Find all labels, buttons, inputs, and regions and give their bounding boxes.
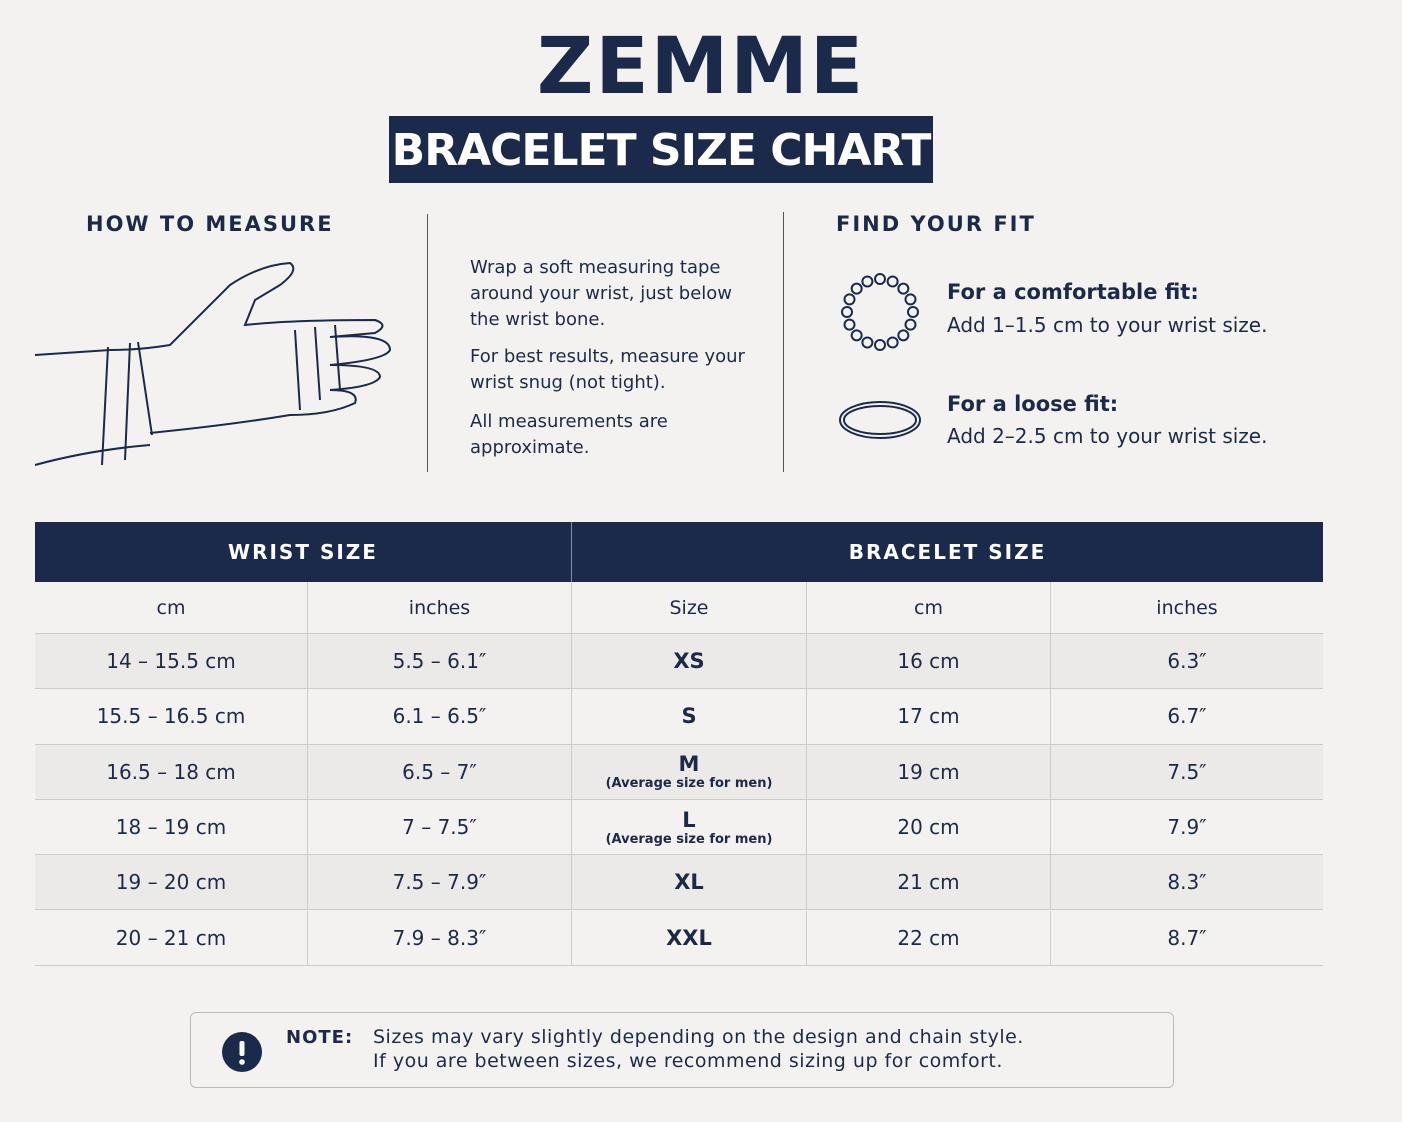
size-cell: XL [571, 855, 806, 911]
size-cell: M (Average size for men) [571, 744, 806, 800]
cell: 19 cm [806, 744, 1050, 800]
fit-label: For a comfortable fit: [947, 280, 1199, 304]
size-cell: XXL [571, 910, 806, 966]
instruction: All measurements are approximate. [470, 411, 668, 458]
note-line: Sizes may vary slightly depending on the… [373, 1026, 1024, 1048]
column-header: inches [1050, 582, 1323, 634]
cell: 7.5 – 7.9″ [307, 855, 571, 911]
fit-label: For a loose fit: [947, 392, 1119, 416]
bead [850, 282, 863, 295]
cell: 14 – 15.5 cm [35, 634, 307, 690]
size: XS [673, 649, 705, 674]
cell: 6.7″ [1050, 689, 1323, 745]
size: XL [674, 870, 704, 895]
bead [907, 306, 919, 318]
column-header: Size [571, 582, 806, 634]
cell: 7.5″ [1050, 744, 1323, 800]
size: XXL [666, 925, 712, 950]
size-cell: L (Average size for men) [571, 799, 806, 856]
cell: 6.3″ [1050, 634, 1323, 690]
title: BRACELET SIZE CHART [389, 116, 933, 183]
cell: 7 – 7.5″ [307, 799, 571, 856]
cell: 6.5 – 7″ [307, 744, 571, 800]
divider [783, 212, 784, 472]
group-header: WRIST SIZE [35, 522, 571, 582]
hand-illustration [34, 261, 392, 466]
size-cell: S [571, 689, 806, 745]
note-box: NOTE: Sizes may vary slightly depending … [190, 1012, 1174, 1088]
size: L [682, 807, 696, 832]
cell: 8.3″ [1050, 855, 1323, 911]
instruction: For best results, measure your wrist snu… [470, 346, 745, 393]
size: S [681, 704, 697, 729]
bead [874, 273, 886, 285]
cell: 21 cm [806, 855, 1050, 911]
cell: 17 cm [806, 689, 1050, 745]
cell: 7.9″ [1050, 799, 1323, 856]
cell: 5.5 – 6.1″ [307, 634, 571, 690]
size-note: (Average size for men) [605, 776, 773, 792]
bead [904, 293, 917, 306]
bead [841, 306, 853, 318]
fit-text: Add 2–2.5 cm to your wrist size. [947, 424, 1268, 448]
bead [897, 329, 910, 342]
cell: 20 – 21 cm [35, 910, 307, 966]
bead [861, 336, 874, 349]
column-header: cm [806, 582, 1050, 634]
cell: 20 cm [806, 799, 1050, 856]
cell: 15.5 – 16.5 cm [35, 689, 307, 745]
cell: 7.9 – 8.3″ [307, 910, 571, 966]
size-table: WRIST SIZE BRACELET SIZE cm inches Size cm inc… [35, 522, 1323, 966]
bead [843, 318, 856, 331]
bead [886, 336, 899, 349]
column-header: cm [35, 582, 307, 634]
cell: 16 cm [806, 634, 1050, 690]
bead [843, 293, 856, 306]
bead [861, 275, 874, 288]
cell: 18 – 19 cm [35, 799, 307, 856]
section-heading: FIND YOUR FIT [836, 212, 1036, 236]
size: M [678, 752, 700, 777]
bead [897, 282, 910, 295]
bracelet-icons [839, 273, 921, 439]
note-icon [222, 1032, 262, 1072]
cell: 8.7″ [1050, 910, 1323, 966]
note-line: If you are between sizes, we recommend s… [373, 1050, 1003, 1072]
fit-text: Add 1–1.5 cm to your wrist size. [947, 313, 1268, 337]
column-header: inches [307, 582, 571, 634]
cell: 19 – 20 cm [35, 855, 307, 911]
bead [874, 339, 886, 351]
size-note: (Average size for men) [605, 831, 773, 847]
cell: 22 cm [806, 910, 1050, 966]
instruction: Wrap a soft measuring tape around your w… [470, 257, 733, 330]
size-cell: XS [571, 634, 806, 690]
group-header: BRACELET SIZE [571, 522, 1323, 582]
note-label: NOTE: [286, 1027, 354, 1048]
bead [904, 318, 917, 331]
cell: 16.5 – 18 cm [35, 744, 307, 800]
brand-logo: ZEMME [536, 22, 866, 112]
bead [886, 275, 899, 288]
cell: 6.1 – 6.5″ [307, 689, 571, 745]
section-heading: HOW TO MEASURE [86, 212, 334, 236]
bead [850, 329, 863, 342]
divider [427, 214, 428, 472]
